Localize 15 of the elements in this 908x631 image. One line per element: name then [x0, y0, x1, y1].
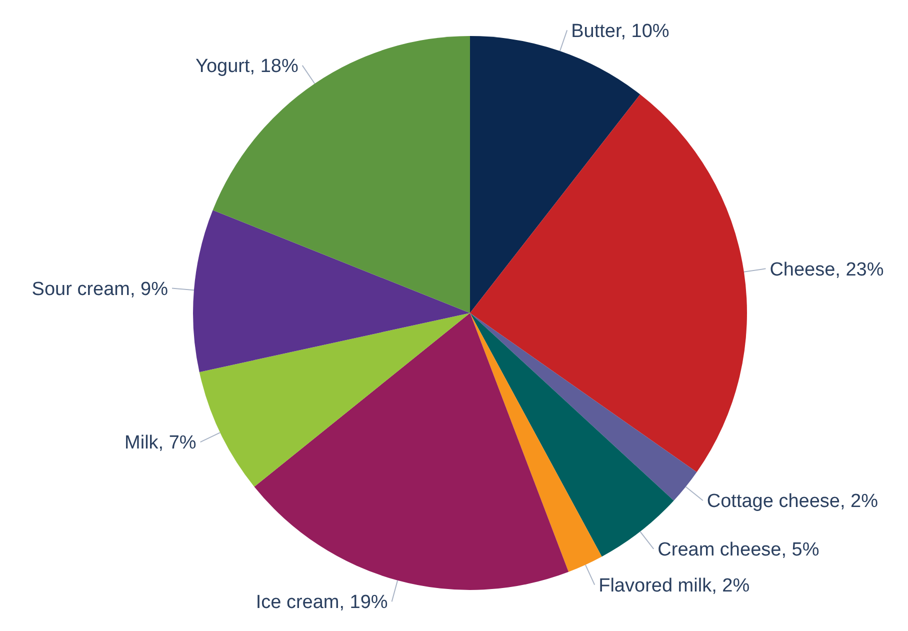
- slice-label: Sour cream, 9%: [32, 278, 168, 300]
- slice-label: Milk, 7%: [124, 432, 196, 454]
- pie-slice: [193, 210, 470, 372]
- slice-label: Cottage cheese, 2%: [706, 491, 878, 512]
- slice-label: Ice cream, 19%: [256, 592, 388, 614]
- pie-slice: [470, 313, 602, 572]
- slice-label: Cream cheese, 5%: [658, 540, 820, 561]
- pie-slice: [470, 313, 697, 501]
- slice-label: Butter, 10%: [571, 20, 670, 42]
- pie-slice: [199, 313, 470, 487]
- slice-label: Cheese, 23%: [770, 259, 884, 280]
- slice-label: Flavored milk, 2%: [598, 575, 750, 596]
- slice-label: Yogurt, 18%: [196, 56, 298, 78]
- pie-slice: [470, 94, 747, 472]
- pie-slice: [254, 313, 569, 590]
